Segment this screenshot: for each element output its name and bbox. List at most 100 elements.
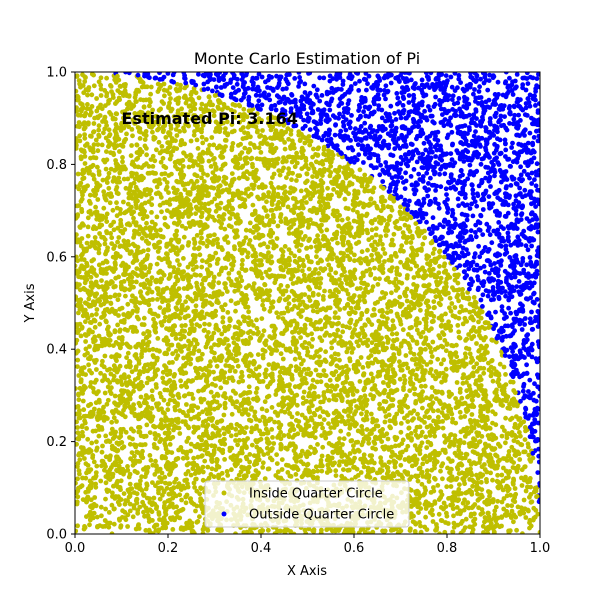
inside-point — [89, 258, 95, 264]
inside-point — [114, 419, 119, 424]
inside-point — [537, 529, 540, 534]
inside-point — [440, 419, 445, 424]
inside-point — [144, 214, 150, 220]
outside-point — [532, 381, 537, 387]
inside-point — [255, 128, 260, 134]
inside-point — [186, 214, 192, 219]
outside-point — [233, 97, 239, 103]
inside-point — [159, 144, 165, 149]
inside-point — [527, 494, 532, 500]
inside-point — [144, 380, 150, 386]
inside-point — [332, 310, 338, 315]
inside-point — [168, 96, 173, 101]
inside-point — [93, 503, 99, 509]
inside-point — [472, 437, 478, 443]
inside-point — [474, 341, 479, 346]
inside-point — [186, 164, 192, 170]
outside-point — [196, 72, 201, 77]
inside-point — [124, 355, 129, 360]
outside-point — [408, 174, 414, 179]
outside-point — [518, 217, 524, 223]
inside-point — [175, 353, 181, 358]
inside-point — [337, 334, 343, 340]
inside-point — [235, 442, 241, 448]
inside-point — [522, 425, 528, 430]
inside-point — [338, 388, 344, 393]
outside-point — [386, 172, 392, 177]
outside-point — [508, 333, 514, 339]
inside-point — [99, 513, 104, 519]
inside-point — [315, 475, 320, 480]
outside-point — [514, 72, 520, 77]
outside-point — [518, 172, 524, 178]
outside-point — [529, 181, 535, 186]
inside-point — [436, 333, 442, 338]
outside-point — [289, 92, 294, 97]
inside-point — [219, 107, 225, 112]
inside-point — [140, 216, 146, 221]
inside-point — [400, 449, 405, 455]
inside-point — [251, 323, 256, 328]
inside-point — [174, 133, 180, 138]
inside-point — [199, 281, 205, 287]
inside-point — [411, 260, 417, 266]
inside-point — [95, 164, 100, 170]
inside-point — [156, 291, 161, 297]
inside-point — [125, 350, 131, 356]
inside-point — [185, 242, 191, 248]
outside-point — [307, 127, 313, 132]
inside-point — [368, 371, 374, 377]
inside-point — [76, 397, 82, 403]
outside-point — [486, 194, 492, 200]
inside-point — [141, 492, 146, 497]
inside-point — [258, 150, 264, 155]
inside-point — [160, 375, 166, 381]
inside-point — [184, 402, 189, 407]
inside-point — [145, 290, 150, 296]
outside-point — [444, 135, 450, 141]
inside-point — [402, 222, 408, 228]
inside-point — [383, 399, 389, 405]
outside-point — [472, 87, 477, 92]
inside-point — [248, 134, 253, 140]
inside-point — [77, 385, 83, 391]
inside-point — [310, 377, 316, 383]
inside-point — [306, 526, 312, 532]
inside-point — [422, 524, 428, 530]
inside-point — [318, 458, 324, 463]
inside-point — [481, 370, 487, 376]
inside-point — [493, 339, 499, 345]
outside-point — [477, 84, 482, 90]
inside-point — [422, 235, 427, 241]
inside-point — [328, 425, 334, 430]
inside-point — [76, 373, 82, 378]
outside-point — [496, 92, 501, 97]
inside-point — [171, 185, 176, 191]
inside-point — [167, 156, 173, 162]
inside-point — [165, 498, 171, 504]
inside-point — [424, 468, 430, 474]
inside-point — [276, 314, 281, 320]
inside-point — [199, 175, 204, 181]
inside-point — [232, 324, 238, 330]
outside-point — [293, 104, 299, 109]
inside-point — [250, 253, 256, 259]
inside-point — [118, 283, 124, 289]
outside-point — [482, 74, 488, 80]
inside-point — [359, 411, 364, 417]
outside-point — [329, 85, 335, 91]
inside-point — [209, 135, 215, 140]
inside-point — [400, 362, 406, 368]
outside-point — [457, 154, 463, 160]
inside-point — [275, 469, 281, 475]
inside-point — [91, 176, 97, 182]
inside-point — [417, 520, 422, 525]
inside-point — [400, 437, 406, 443]
outside-point — [478, 265, 483, 271]
outside-point — [495, 129, 500, 135]
inside-point — [400, 327, 406, 333]
outside-point — [313, 120, 319, 125]
outside-point — [527, 103, 533, 109]
inside-point — [140, 499, 146, 505]
inside-point — [104, 271, 109, 276]
